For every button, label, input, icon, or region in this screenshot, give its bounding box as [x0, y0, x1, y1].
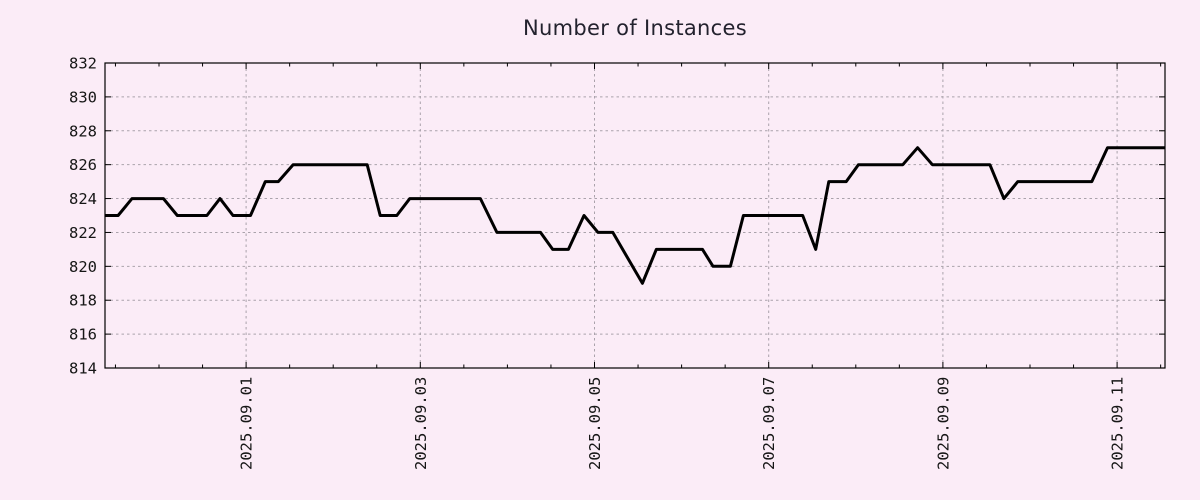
x-tick-label: 2025.09.11 — [1109, 377, 1127, 470]
y-tick-label: 816 — [69, 326, 97, 344]
y-tick-label: 828 — [69, 122, 97, 140]
x-tick-label: 2025.09.07 — [760, 377, 778, 470]
chart-title: Number of Instances — [523, 16, 747, 40]
y-tick-label: 818 — [69, 292, 97, 310]
y-tick-label: 814 — [69, 360, 97, 378]
y-tick-label: 820 — [69, 258, 97, 276]
x-tick-label: 2025.09.09 — [934, 377, 952, 470]
x-tick-label: 2025.09.05 — [586, 377, 604, 470]
y-tick-label: 822 — [69, 224, 97, 242]
plot-border — [104, 62, 1166, 369]
y-tick-label: 824 — [69, 190, 97, 208]
y-tick-label: 826 — [69, 156, 97, 174]
gridlines — [105, 63, 1165, 368]
x-tick-labels: 2025.09.01 2025.09.03 2025.09.05 2025.09.07… — [238, 377, 1127, 470]
series-line-instances — [105, 146, 1165, 285]
y-tick-labels: 814 816 818 820 822 824 826 828 830 832 — [69, 55, 97, 378]
y-tick-label: 832 — [69, 55, 97, 73]
x-tick-label: 2025.09.01 — [238, 377, 256, 470]
x-tick-label: 2025.09.03 — [412, 377, 430, 470]
axis-ticks — [105, 62, 1165, 369]
y-tick-label: 830 — [69, 88, 97, 106]
